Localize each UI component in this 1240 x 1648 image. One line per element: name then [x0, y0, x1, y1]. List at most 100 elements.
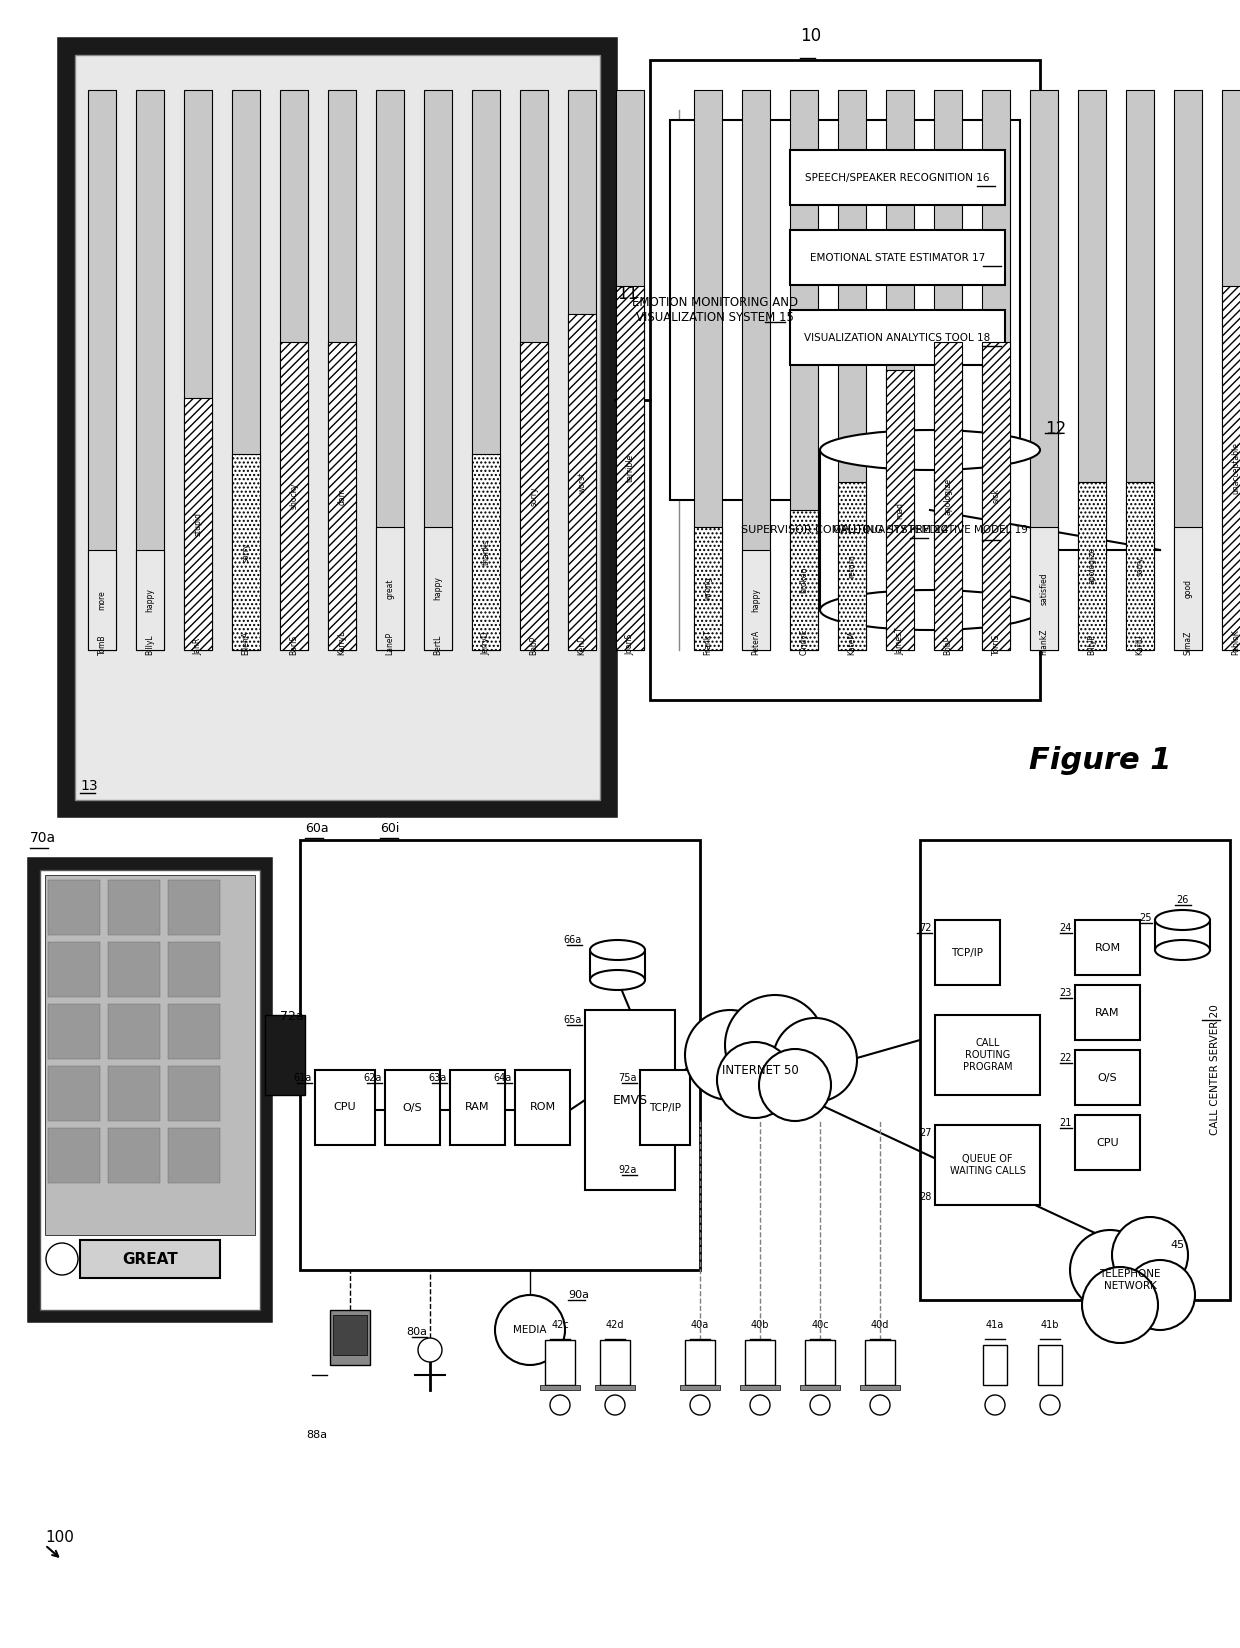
- Text: RAM: RAM: [1095, 1007, 1120, 1017]
- Bar: [167, 1127, 219, 1183]
- Bar: [680, 1384, 720, 1389]
- Text: CindyE: CindyE: [800, 628, 808, 654]
- Circle shape: [689, 1394, 711, 1416]
- Bar: [935, 920, 999, 986]
- Text: more: more: [98, 590, 107, 610]
- Text: 45: 45: [1171, 1239, 1184, 1249]
- Bar: [838, 481, 866, 649]
- Bar: [1075, 920, 1140, 976]
- Text: 41b: 41b: [1040, 1320, 1059, 1330]
- Bar: [108, 1066, 160, 1121]
- Text: 21: 21: [1060, 1117, 1073, 1127]
- Text: 70a: 70a: [30, 831, 56, 845]
- Bar: [790, 91, 818, 649]
- Text: BobP: BobP: [944, 636, 952, 654]
- Text: terrible: terrible: [625, 453, 635, 483]
- Text: happy: happy: [751, 588, 760, 611]
- Bar: [40, 870, 260, 1310]
- Bar: [88, 91, 117, 649]
- Text: CPU: CPU: [334, 1103, 356, 1112]
- Bar: [108, 1127, 160, 1183]
- Bar: [520, 91, 548, 649]
- Circle shape: [46, 1243, 78, 1276]
- Text: 40c: 40c: [811, 1320, 828, 1330]
- Text: 88a: 88a: [306, 1430, 327, 1440]
- Text: 12: 12: [1045, 420, 1066, 438]
- Text: TorriS: TorriS: [992, 633, 1001, 654]
- Bar: [595, 1384, 635, 1389]
- Text: 40a: 40a: [691, 1320, 709, 1330]
- Circle shape: [1112, 1216, 1188, 1294]
- Text: JamesT: JamesT: [895, 628, 904, 654]
- Text: 40d: 40d: [870, 1320, 889, 1330]
- Bar: [684, 1340, 715, 1384]
- Bar: [546, 1340, 575, 1384]
- Bar: [590, 949, 645, 981]
- Bar: [48, 1127, 100, 1183]
- Text: GREAT: GREAT: [122, 1251, 177, 1267]
- Circle shape: [870, 1394, 890, 1416]
- Text: BertL: BertL: [434, 634, 443, 654]
- Ellipse shape: [1154, 939, 1210, 961]
- Text: KarlU: KarlU: [1136, 634, 1145, 654]
- Bar: [376, 527, 404, 649]
- Text: BillyP: BillyP: [1087, 634, 1096, 654]
- Text: 60a: 60a: [305, 822, 329, 836]
- Bar: [48, 1004, 100, 1060]
- Text: EMOTIONAL STATE ESTIMATOR 17: EMOTIONAL STATE ESTIMATOR 17: [810, 252, 985, 262]
- Circle shape: [418, 1338, 441, 1361]
- Circle shape: [1070, 1229, 1149, 1310]
- Text: apologize: apologize: [1087, 547, 1096, 585]
- Circle shape: [1083, 1267, 1158, 1343]
- Bar: [232, 91, 260, 649]
- Bar: [805, 1340, 835, 1384]
- Bar: [520, 343, 548, 649]
- Bar: [136, 550, 164, 649]
- Text: EllenA: EllenA: [242, 631, 250, 654]
- Bar: [745, 1340, 775, 1384]
- Text: unacceptable: unacceptable: [1231, 442, 1240, 494]
- Bar: [742, 91, 770, 649]
- Text: BobP: BobP: [529, 636, 538, 654]
- Text: apologize: apologize: [944, 478, 952, 514]
- Bar: [30, 860, 270, 1320]
- Circle shape: [717, 1042, 794, 1117]
- Bar: [1221, 287, 1240, 649]
- Bar: [280, 343, 308, 649]
- Text: RAM: RAM: [465, 1103, 490, 1112]
- Text: worst: worst: [578, 471, 587, 493]
- Text: O/S: O/S: [1097, 1073, 1117, 1083]
- Text: sorry: sorry: [242, 542, 250, 562]
- Ellipse shape: [1154, 910, 1210, 929]
- Text: JoanS: JoanS: [625, 634, 635, 654]
- Bar: [48, 880, 100, 934]
- Bar: [232, 453, 260, 649]
- Bar: [330, 1310, 370, 1365]
- Text: stupid: stupid: [193, 513, 202, 536]
- Text: 26: 26: [1177, 895, 1189, 905]
- Bar: [982, 343, 1011, 649]
- Bar: [920, 840, 1230, 1300]
- Text: sorry: sorry: [1136, 557, 1145, 575]
- Bar: [167, 880, 219, 934]
- Text: 72a: 72a: [280, 1010, 304, 1023]
- Bar: [934, 91, 962, 649]
- Text: Figure 1: Figure 1: [1029, 745, 1172, 775]
- Text: 90a: 90a: [568, 1290, 589, 1300]
- Text: 23: 23: [1060, 989, 1073, 999]
- Text: SUPERVISOR COMPUTING SYSTEM 14: SUPERVISOR COMPUTING SYSTEM 14: [742, 526, 949, 536]
- Text: 80a: 80a: [405, 1327, 427, 1337]
- Bar: [48, 1066, 100, 1121]
- Text: return: return: [847, 554, 857, 578]
- Bar: [136, 91, 164, 649]
- Text: PabloK: PabloK: [1231, 630, 1240, 654]
- Text: happy: happy: [145, 588, 155, 611]
- Text: JerryD: JerryD: [481, 631, 491, 654]
- Text: 28: 28: [920, 1192, 932, 1201]
- Bar: [670, 120, 1021, 499]
- Text: CALL
ROUTING
PROGRAM: CALL ROUTING PROGRAM: [962, 1038, 1012, 1071]
- Text: SimaZ: SimaZ: [1183, 631, 1193, 654]
- Text: shocky: shocky: [289, 483, 299, 509]
- Text: 41a: 41a: [986, 1320, 1004, 1330]
- Bar: [820, 450, 1040, 610]
